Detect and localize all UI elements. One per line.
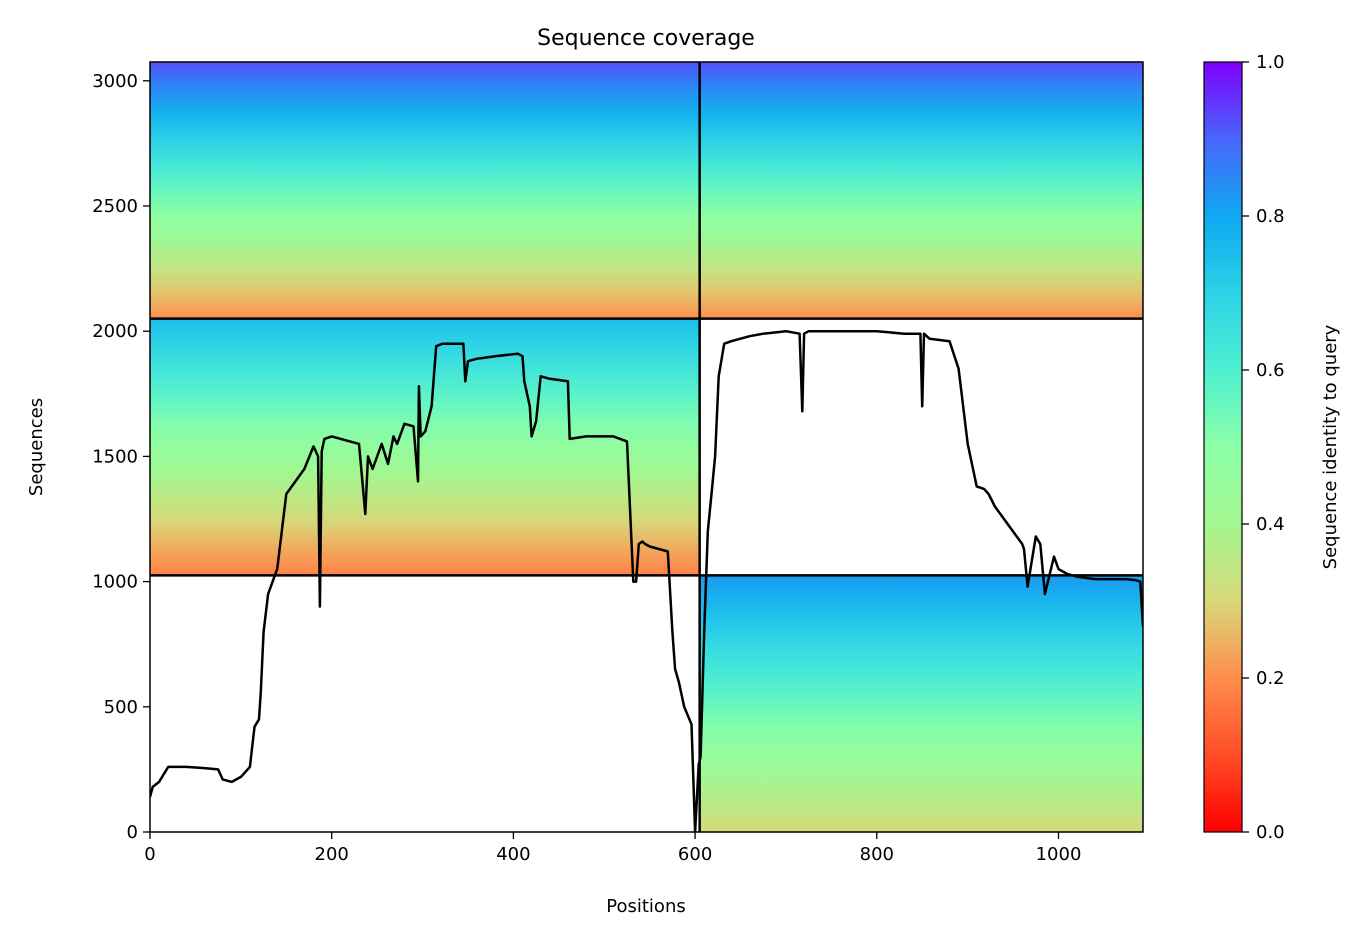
coverage-block-2 (699, 62, 1143, 319)
y-tick-label: 1500 (92, 446, 138, 467)
x-tick-label: 600 (678, 844, 712, 865)
x-tick-label: 0 (144, 844, 155, 865)
x-tick-label: 1000 (1036, 844, 1082, 865)
colorbar-ticks: 0.0 0.2 0.4 0.6 0.8 1.0 (1242, 52, 1285, 843)
colorbar-tick-label: 0.0 (1256, 822, 1285, 843)
plot-frame (149, 61, 1144, 833)
colorbar-tick-label: 1.0 (1256, 52, 1285, 73)
y-axis-label: Sequences (26, 398, 47, 496)
x-tick-label: 800 (860, 844, 894, 865)
colorbar-tick-label: 0.8 (1256, 206, 1285, 227)
x-axis-label: Positions (606, 896, 685, 917)
coverage-line-layer (150, 329, 1143, 832)
y-tick-label: 0 (127, 822, 138, 843)
colorbar-tick-label: 0.6 (1256, 360, 1285, 381)
y-tick-label: 3000 (92, 71, 138, 92)
y-axis-ticks: 0 500 1000 1500 2000 2500 3000 (92, 71, 150, 843)
chart-title: Sequence coverage (537, 26, 755, 51)
y-tick-label: 2500 (92, 196, 138, 217)
y-tick-label: 1000 (92, 572, 138, 593)
colorbar-tick-label: 0.2 (1256, 668, 1285, 689)
colorbar-label: Sequence identity to query (1320, 324, 1341, 569)
y-tick-label: 500 (104, 697, 138, 718)
colorbar (1203, 61, 1243, 833)
coverage-block-1 (150, 62, 700, 319)
coverage-block-4 (699, 575, 1143, 832)
y-tick-label: 2000 (92, 321, 138, 342)
colorbar-tick-label: 0.4 (1256, 514, 1285, 535)
coverage-line (150, 329, 1143, 832)
x-axis-ticks: 0 200 400 600 800 1000 (144, 832, 1081, 865)
coverage-heatmap (150, 62, 1143, 832)
coverage-block-3 (150, 318, 700, 576)
x-tick-label: 200 (315, 844, 349, 865)
x-tick-label: 400 (496, 844, 530, 865)
divider-lines (150, 62, 1143, 832)
